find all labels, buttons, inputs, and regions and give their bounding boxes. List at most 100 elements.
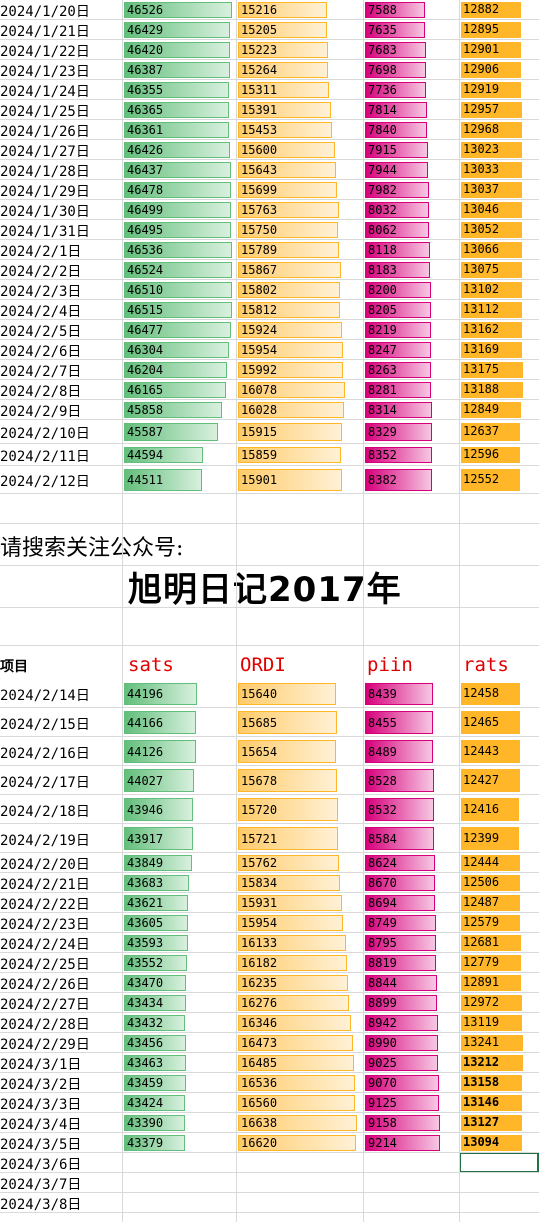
- piin-databar-cell[interactable]: 9025: [365, 1055, 439, 1071]
- table-row[interactable]: [0, 20, 539, 40]
- table-row[interactable]: [0, 1133, 539, 1153]
- ordi-databar-cell[interactable]: 15931: [238, 895, 343, 911]
- rats-databar-cell[interactable]: 12458: [461, 683, 520, 705]
- ordi-databar-cell[interactable]: 16536: [238, 1075, 355, 1091]
- sats-databar-cell[interactable]: 46526: [124, 2, 232, 18]
- ordi-databar-cell[interactable]: 15643: [238, 162, 337, 178]
- ordi-databar-cell[interactable]: 15640: [238, 683, 337, 705]
- sats-databar-cell[interactable]: 44594: [124, 447, 203, 463]
- ordi-databar-cell[interactable]: 15750: [238, 222, 339, 238]
- table-row[interactable]: [0, 140, 539, 160]
- piin-databar-cell[interactable]: 8584: [365, 827, 435, 850]
- rats-databar-cell[interactable]: 12681: [461, 935, 521, 951]
- rats-databar-cell[interactable]: 12972: [461, 995, 522, 1011]
- table-row[interactable]: [0, 873, 539, 893]
- sats-databar-cell[interactable]: 44196: [124, 683, 197, 705]
- rats-databar-cell[interactable]: 12416: [461, 798, 520, 821]
- sats-databar-cell[interactable]: 43917: [124, 827, 193, 850]
- ordi-databar-cell[interactable]: 16276: [238, 995, 350, 1011]
- piin-databar-cell[interactable]: 9125: [365, 1095, 440, 1111]
- piin-databar-cell[interactable]: 8200: [365, 282, 431, 298]
- piin-databar-cell[interactable]: 9214: [365, 1135, 441, 1151]
- table-row[interactable]: [0, 444, 539, 466]
- sats-databar-cell[interactable]: 43946: [124, 798, 194, 821]
- sats-databar-cell[interactable]: 46478: [124, 182, 232, 198]
- ordi-databar-cell[interactable]: 15600: [238, 142, 336, 158]
- rats-databar-cell[interactable]: 13127: [461, 1115, 523, 1131]
- sats-databar-cell[interactable]: 46499: [124, 202, 232, 218]
- piin-databar-cell[interactable]: 8624: [365, 855, 435, 871]
- rats-databar-cell[interactable]: 12882: [461, 2, 522, 18]
- piin-databar-cell[interactable]: 8694: [365, 895, 436, 911]
- rats-databar-cell[interactable]: 12906: [461, 62, 522, 78]
- piin-databar-cell[interactable]: 8455: [365, 711, 433, 734]
- ordi-databar-cell[interactable]: 15453: [238, 122, 333, 138]
- table-row[interactable]: [0, 1053, 539, 1073]
- ordi-databar-cell[interactable]: 15915: [238, 423, 342, 441]
- table-row[interactable]: [0, 953, 539, 973]
- sats-databar-cell[interactable]: 46165: [124, 382, 227, 398]
- piin-databar-cell[interactable]: 8528: [365, 769, 434, 792]
- piin-databar-cell[interactable]: 8990: [365, 1035, 439, 1051]
- piin-databar-cell[interactable]: 8352: [365, 447, 433, 463]
- ordi-databar-cell[interactable]: 15762: [238, 855, 339, 871]
- piin-databar-cell[interactable]: 8263: [365, 362, 432, 378]
- rats-databar-cell[interactable]: 13119: [461, 1015, 523, 1031]
- piin-databar-cell[interactable]: 8183: [365, 262, 431, 278]
- table-row[interactable]: [0, 708, 539, 737]
- sats-databar-cell[interactable]: 43463: [124, 1055, 186, 1071]
- piin-databar-cell[interactable]: 8942: [365, 1015, 438, 1031]
- sats-databar-cell[interactable]: 46426: [124, 142, 231, 158]
- piin-databar-cell[interactable]: 7814: [365, 102, 427, 118]
- table-row[interactable]: [0, 766, 539, 795]
- rats-databar-cell[interactable]: 12399: [461, 827, 520, 850]
- table-row[interactable]: [0, 853, 539, 873]
- rats-databar-cell[interactable]: 13112: [461, 302, 523, 318]
- rats-databar-cell[interactable]: 12579: [461, 915, 521, 931]
- rats-databar-cell[interactable]: 12552: [461, 469, 520, 491]
- sats-databar-cell[interactable]: 43593: [124, 935, 188, 951]
- table-row[interactable]: [0, 320, 539, 340]
- piin-databar-cell[interactable]: 8899: [365, 995, 438, 1011]
- rats-databar-cell[interactable]: 12849: [461, 402, 522, 418]
- ordi-databar-cell[interactable]: 15685: [238, 711, 338, 734]
- sats-databar-cell[interactable]: 46204: [124, 362, 228, 378]
- piin-databar-cell[interactable]: 8795: [365, 935, 437, 951]
- ordi-databar-cell[interactable]: 15720: [238, 798, 338, 821]
- piin-databar-cell[interactable]: 8819: [365, 955, 437, 971]
- piin-databar-cell[interactable]: 8489: [365, 740, 434, 763]
- piin-databar-cell[interactable]: 8329: [365, 423, 432, 441]
- table-row[interactable]: [0, 180, 539, 200]
- piin-databar-cell[interactable]: 8844: [365, 975, 437, 991]
- table-row[interactable]: [0, 795, 539, 824]
- ordi-databar-cell[interactable]: 15763: [238, 202, 339, 218]
- ordi-databar-cell[interactable]: 15216: [238, 2, 328, 18]
- rats-databar-cell[interactable]: 13033: [461, 162, 522, 178]
- sats-databar-cell[interactable]: 43456: [124, 1035, 186, 1051]
- piin-databar-cell[interactable]: 8670: [365, 875, 436, 891]
- ordi-databar-cell[interactable]: 15834: [238, 875, 341, 891]
- piin-databar-cell[interactable]: 8219: [365, 322, 431, 338]
- sats-databar-cell[interactable]: 46429: [124, 22, 231, 38]
- sats-databar-cell[interactable]: 46387: [124, 62, 230, 78]
- table-row[interactable]: [0, 1193, 539, 1213]
- rats-databar-cell[interactable]: 13175: [461, 362, 523, 378]
- ordi-databar-cell[interactable]: 15924: [238, 322, 343, 338]
- ordi-databar-cell[interactable]: 15311: [238, 82, 330, 98]
- piin-databar-cell[interactable]: 8439: [365, 683, 433, 705]
- rats-databar-cell[interactable]: 12465: [461, 711, 520, 734]
- sats-databar-cell[interactable]: 43379: [124, 1135, 185, 1151]
- empty-row[interactable]: [0, 546, 539, 566]
- ordi-databar-cell[interactable]: 16133: [238, 935, 347, 951]
- sats-databar-cell[interactable]: 45858: [124, 402, 222, 418]
- rats-databar-cell[interactable]: 12891: [461, 975, 522, 991]
- table-row[interactable]: [0, 737, 539, 766]
- sats-databar-cell[interactable]: 46361: [124, 122, 230, 138]
- ordi-databar-cell[interactable]: 16182: [238, 955, 348, 971]
- table-row[interactable]: [0, 340, 539, 360]
- piin-databar-cell[interactable]: 9070: [365, 1075, 439, 1091]
- table-row[interactable]: [0, 680, 539, 708]
- ordi-databar-cell[interactable]: 15802: [238, 282, 340, 298]
- rats-databar-cell[interactable]: 12919: [461, 82, 522, 98]
